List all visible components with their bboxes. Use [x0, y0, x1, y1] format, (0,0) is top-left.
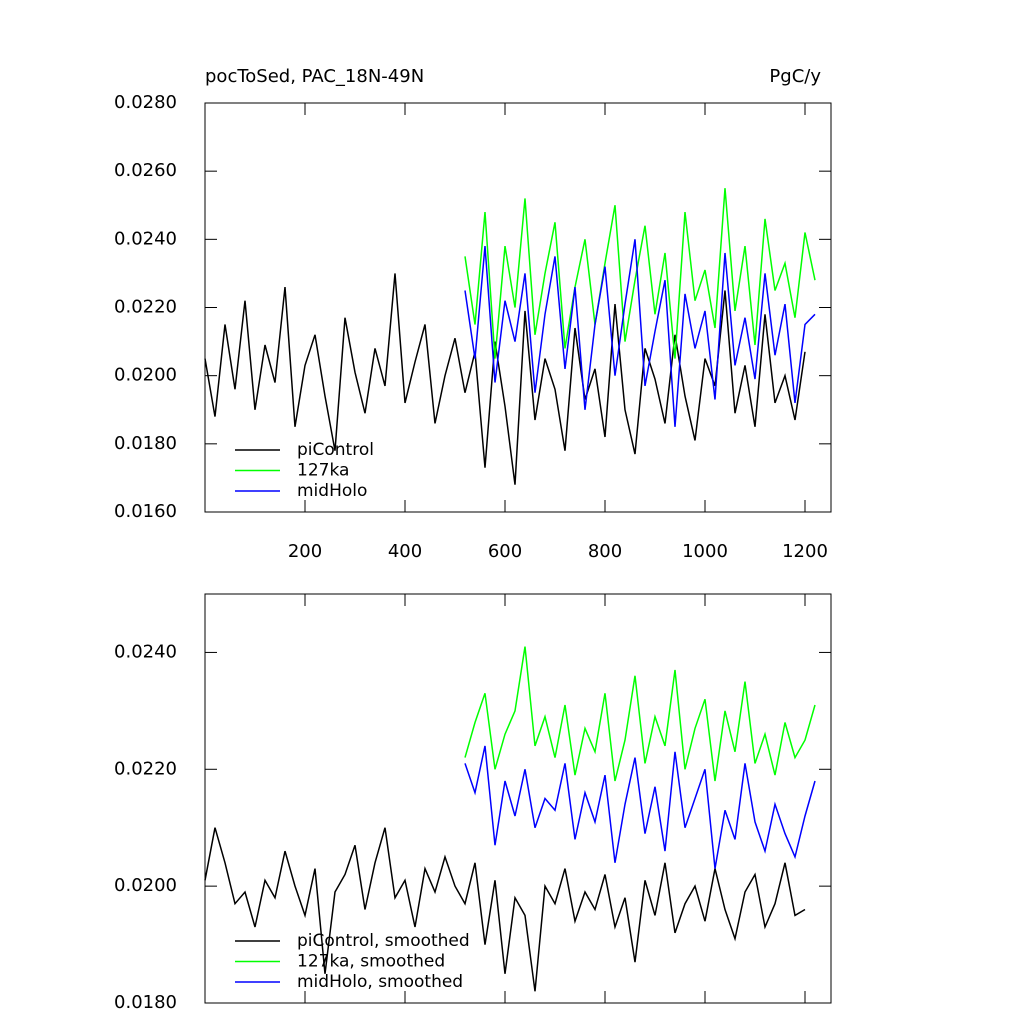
x-tick-label: 800	[588, 541, 622, 562]
legend-label: 127ka, smoothed	[297, 952, 445, 972]
series-line	[464, 239, 816, 427]
x-tick-label: 400	[388, 541, 422, 562]
series-line	[464, 745, 816, 869]
x-tick-label: 1000	[682, 541, 728, 562]
x-tick-label: 600	[488, 541, 522, 562]
plot-frame	[204, 102, 832, 513]
series-line	[464, 188, 816, 359]
y-tick-label: 0.0180	[114, 992, 177, 1013]
y-tick-label: 0.0180	[114, 433, 177, 454]
plot-frame	[204, 593, 832, 1004]
series-line	[204, 827, 806, 992]
y-tick-label: 0.0220	[114, 297, 177, 318]
units-label: PgC/y	[769, 66, 821, 87]
legend-label: midHolo, smoothed	[297, 972, 463, 992]
legend-label: piControl	[297, 440, 374, 460]
series-line	[204, 273, 806, 485]
legend-label: midHolo	[297, 481, 367, 501]
y-tick-label: 0.0240	[114, 228, 177, 249]
y-tick-label: 0.0160	[114, 501, 177, 522]
y-tick-label: 0.0260	[114, 160, 177, 181]
legend-label: 127ka	[297, 461, 349, 481]
series-line	[464, 646, 816, 782]
legend-label: piControl, smoothed	[297, 931, 470, 951]
y-tick-label: 0.0200	[114, 365, 177, 386]
x-tick-label: 200	[288, 541, 322, 562]
chart-title: pocToSed, PAC_18N-49N	[205, 66, 424, 87]
x-tick-label: 1200	[782, 541, 828, 562]
y-tick-label: 0.0280	[114, 92, 177, 113]
y-tick-label: 0.0240	[114, 641, 177, 662]
y-tick-label: 0.0220	[114, 758, 177, 779]
y-tick-label: 0.0200	[114, 875, 177, 896]
